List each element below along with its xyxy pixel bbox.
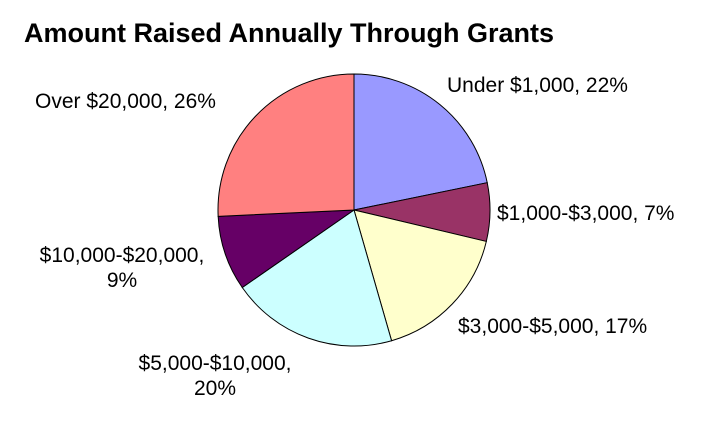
pie-slice (217, 73, 355, 217)
slice-label: $5,000-$10,000, 20% (139, 352, 292, 400)
slice-label: $1,000-$3,000, 7% (497, 202, 674, 225)
pie-slice (353, 209, 487, 342)
slice-label: $3,000-$5,000, 17% (458, 315, 647, 338)
pie-slice (353, 73, 488, 211)
slice-label: $10,000-$20,000, 9% (40, 244, 205, 292)
slice-label: Over $20,000, 26% (35, 90, 216, 113)
pie-slice (241, 209, 393, 347)
chart-title: Amount Raised Annually Through Grants (24, 18, 554, 48)
slice-labels: Under $1,000, 22% $1,000-$3,000, 7% $3,000… (35, 74, 674, 400)
pie-slices (217, 73, 491, 347)
slice-label: Under $1,000, 22% (447, 74, 628, 97)
